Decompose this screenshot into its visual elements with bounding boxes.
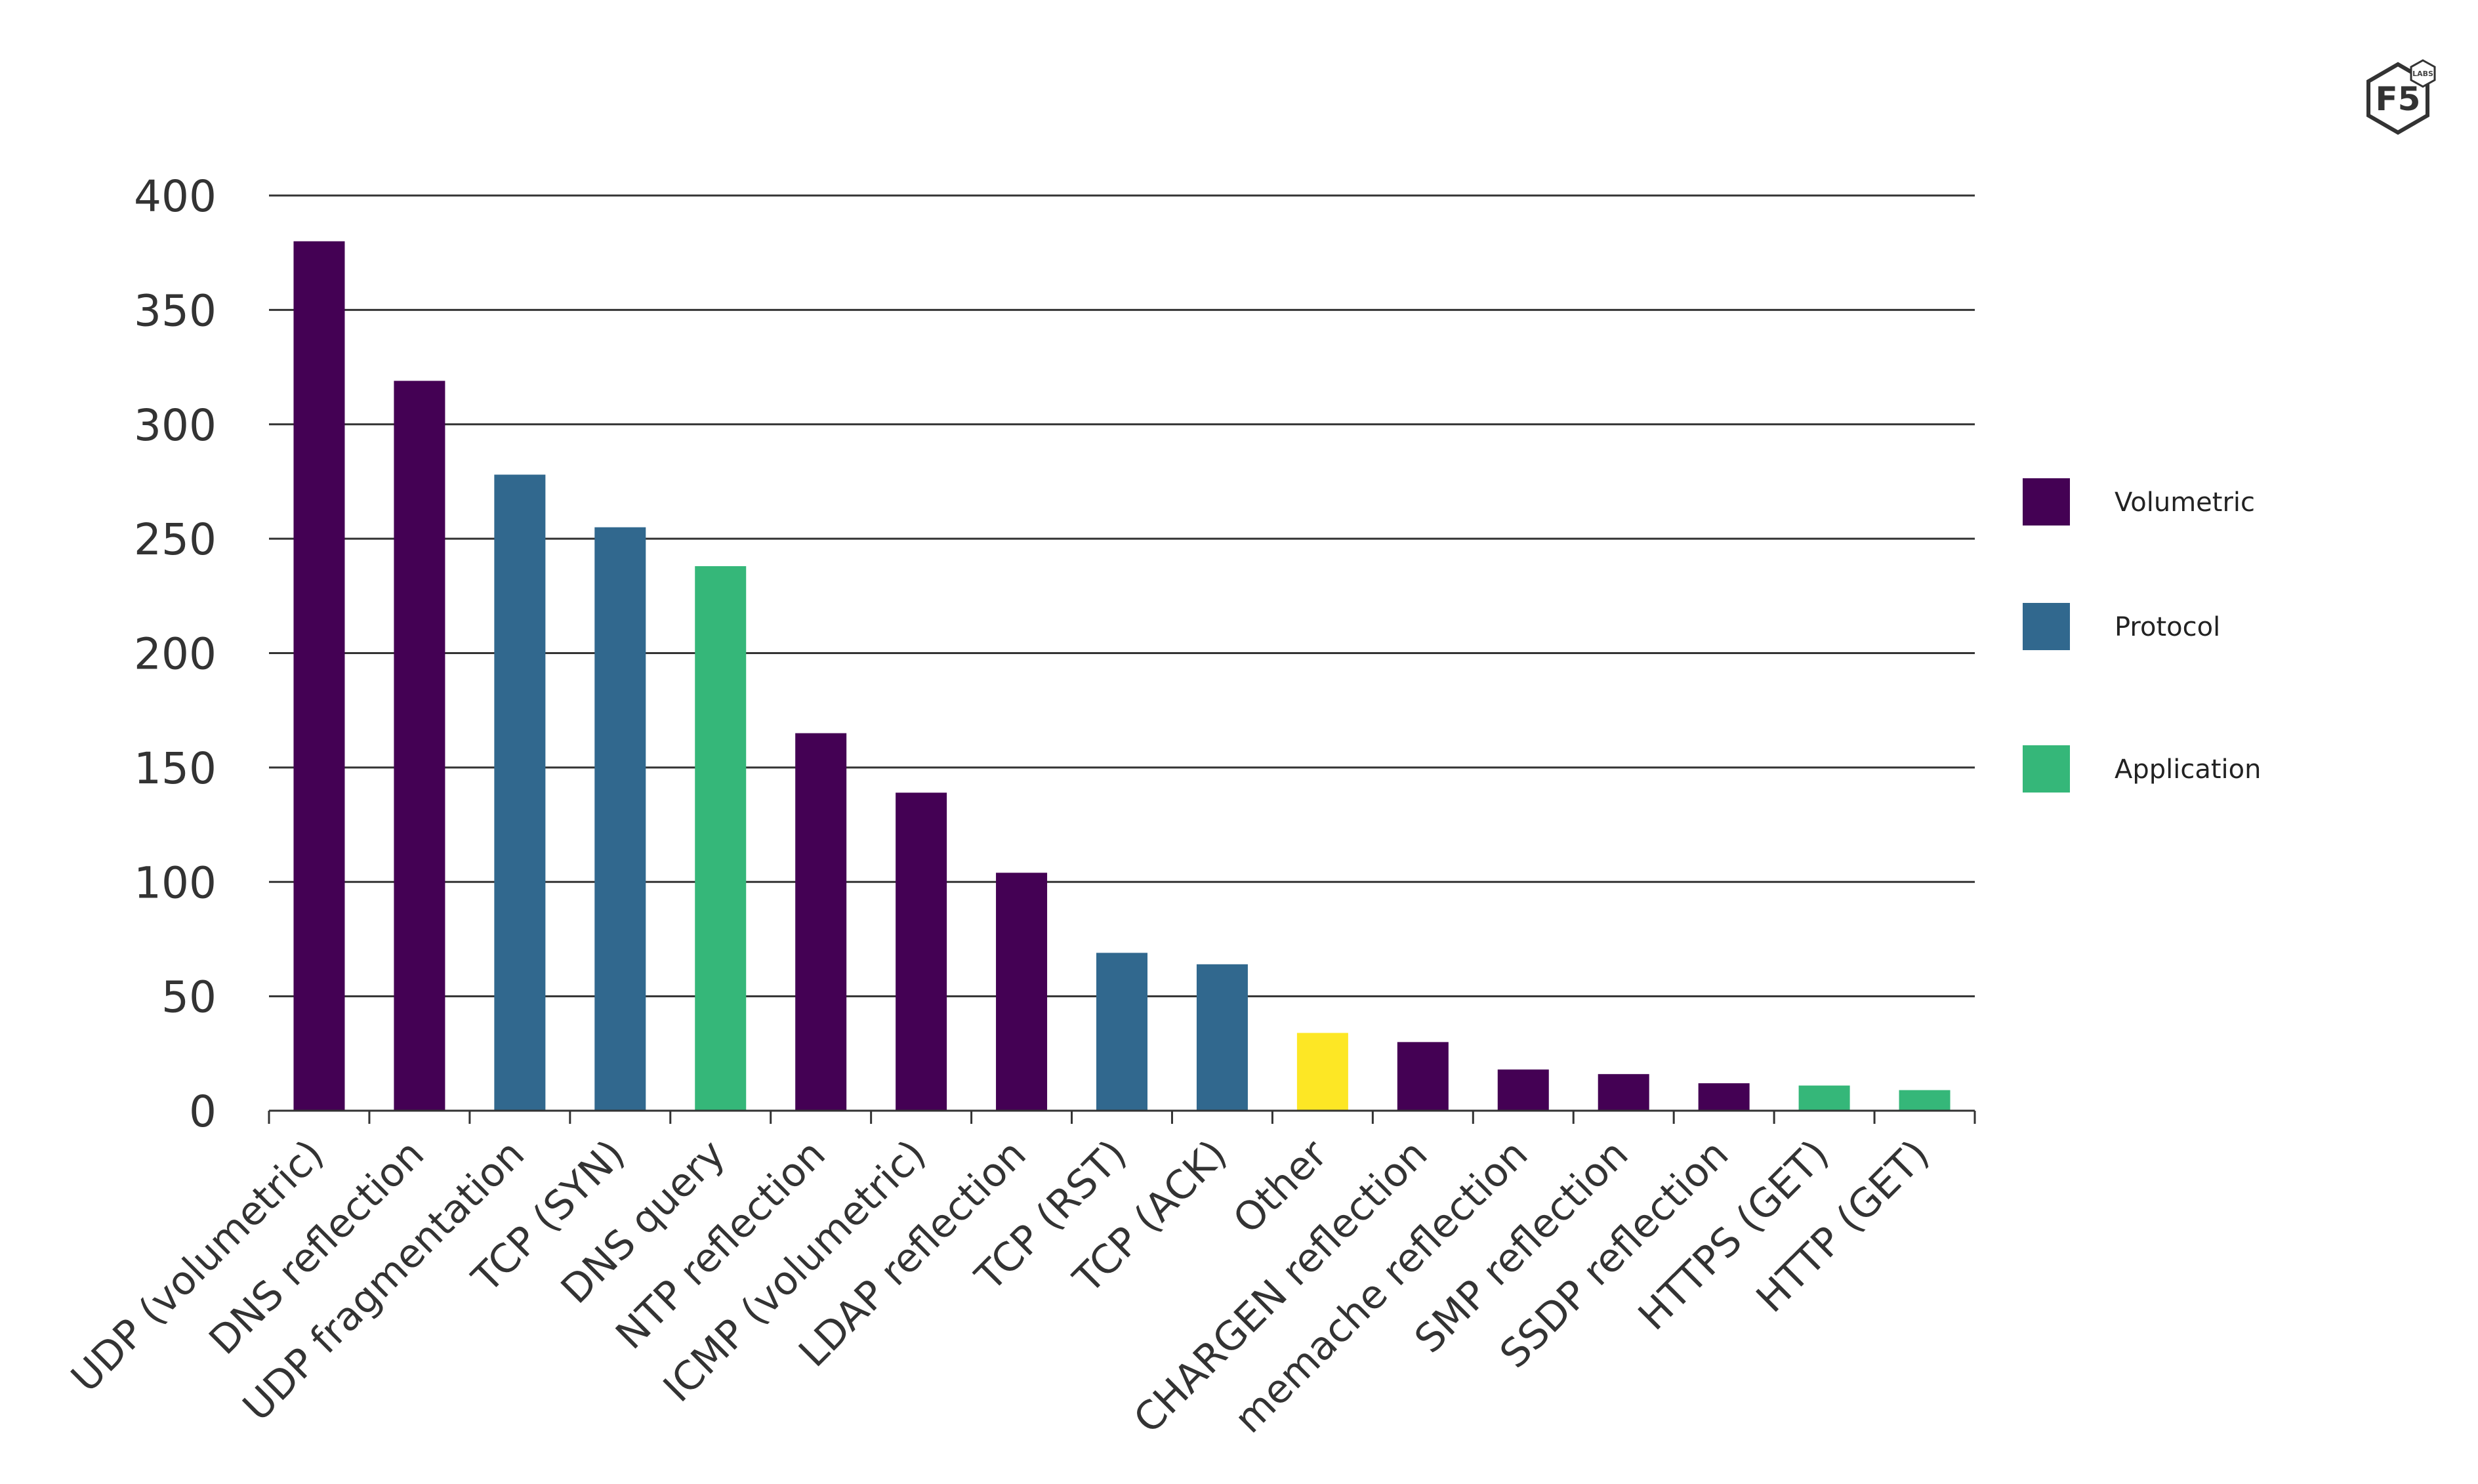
bar-dns-query: [695, 566, 747, 1111]
y-tick-label: 400: [134, 171, 217, 222]
gridlines: [269, 194, 1975, 998]
logo-brand-text: F5: [2376, 80, 2421, 118]
y-axis-tick-labels: 0 50 100 150 200 250 300 350 400: [134, 171, 217, 1137]
bar-tcp-ack: [1196, 964, 1248, 1111]
legend-label-protocol: Protocol: [2115, 612, 2220, 642]
legend-swatch-volumetric: [2023, 478, 2070, 526]
bar-udp-fragmentation: [494, 474, 546, 1111]
logo-sub-text: LABS: [2412, 70, 2433, 78]
bar-tcp-syn: [594, 527, 646, 1111]
bar-tcp-rst: [1096, 953, 1147, 1111]
bar-ldap-reflection: [996, 873, 1048, 1111]
f5-labs-logo: F5 LABS: [2366, 59, 2436, 135]
y-tick-label: 350: [134, 285, 217, 336]
y-tick-label: 150: [134, 743, 217, 794]
bar-dns-reflection: [394, 381, 445, 1111]
bar-memache-reflection: [1497, 1069, 1549, 1111]
x-axis: [268, 1109, 1976, 1124]
legend-label-volumetric: Volumetric: [2115, 487, 2255, 518]
y-tick-label: 200: [134, 629, 217, 680]
legend: Volumetric Protocol Application: [2023, 478, 2261, 793]
bar-udp-volumetric: [293, 241, 345, 1111]
y-tick-label: 300: [134, 400, 217, 451]
y-tick-label: 100: [134, 857, 217, 908]
bar-ntp-reflection: [795, 733, 847, 1111]
bar-smp-reflection: [1598, 1074, 1649, 1111]
bar-other: [1296, 1033, 1348, 1111]
bar-ssdp-reflection: [1698, 1083, 1750, 1111]
y-tick-label: 50: [161, 972, 217, 1023]
bar-https-get: [1798, 1085, 1850, 1111]
y-tick-label: 0: [189, 1086, 217, 1137]
bar-chargen-reflection: [1397, 1042, 1449, 1111]
y-tick-label: 250: [134, 514, 217, 565]
logo-labs-badge-icon: [2410, 59, 2436, 88]
bar-icmp-volumetric: [896, 793, 947, 1111]
legend-label-application: Application: [2115, 754, 2261, 785]
bar-http-get: [1899, 1090, 1951, 1111]
bars: [293, 241, 1951, 1111]
legend-swatch-protocol: [2023, 603, 2070, 650]
legend-swatch-application: [2023, 745, 2070, 793]
